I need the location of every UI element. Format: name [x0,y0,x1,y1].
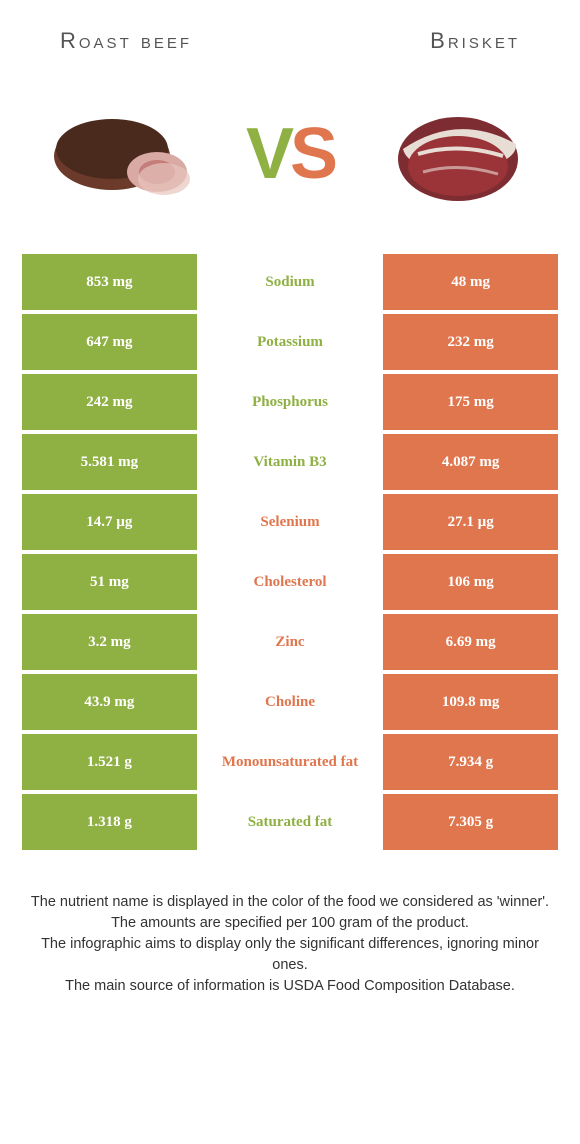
left-value: 51 mg [22,554,197,610]
table-row: 242 mgPhosphorus175 mg [22,374,558,430]
nutrient-label: Choline [203,674,378,730]
nutrient-label: Vitamin B3 [203,434,378,490]
table-row: 3.2 mgZinc6.69 mg [22,614,558,670]
right-value: 27.1 µg [383,494,558,550]
right-value: 4.087 mg [383,434,558,490]
title-right: Brisket [430,28,520,54]
right-value: 106 mg [383,554,558,610]
left-value: 853 mg [22,254,197,310]
footer-line: The infographic aims to display only the… [30,934,550,976]
brisket-image [378,94,538,214]
nutrient-label: Monounsaturated fat [203,734,378,790]
left-value: 1.318 g [22,794,197,850]
table-row: 1.521 gMonounsaturated fat7.934 g [22,734,558,790]
vs-s: S [290,113,334,195]
right-value: 7.305 g [383,794,558,850]
left-value: 43.9 mg [22,674,197,730]
roast-beef-image [42,94,202,214]
nutrient-label: Saturated fat [203,794,378,850]
table-row: 853 mgSodium48 mg [22,254,558,310]
title-left: Roast beef [60,28,192,54]
nutrient-label: Potassium [203,314,378,370]
table-row: 14.7 µgSelenium27.1 µg [22,494,558,550]
nutrient-label: Selenium [203,494,378,550]
left-value: 5.581 mg [22,434,197,490]
header: Roast beef Brisket [0,0,580,64]
nutrient-label: Sodium [203,254,378,310]
right-value: 109.8 mg [383,674,558,730]
footer-line: The main source of information is USDA F… [30,976,550,997]
nutrient-label: Cholesterol [203,554,378,610]
footer-line: The amounts are specified per 100 gram o… [30,913,550,934]
table-row: 647 mgPotassium232 mg [22,314,558,370]
table-row: 5.581 mgVitamin B34.087 mg [22,434,558,490]
comparison-table: 853 mgSodium48 mg647 mgPotassium232 mg24… [22,254,558,854]
left-value: 647 mg [22,314,197,370]
footer-notes: The nutrient name is displayed in the co… [0,854,580,997]
nutrient-label: Zinc [203,614,378,670]
left-value: 14.7 µg [22,494,197,550]
footer-line: The nutrient name is displayed in the co… [30,892,550,913]
left-value: 242 mg [22,374,197,430]
table-row: 51 mgCholesterol106 mg [22,554,558,610]
left-value: 1.521 g [22,734,197,790]
vs-v: V [246,113,290,195]
vs-row: V S [0,64,580,254]
left-value: 3.2 mg [22,614,197,670]
right-value: 232 mg [383,314,558,370]
table-row: 1.318 gSaturated fat7.305 g [22,794,558,850]
right-value: 6.69 mg [383,614,558,670]
vs-label: V S [246,113,334,195]
right-value: 48 mg [383,254,558,310]
right-value: 175 mg [383,374,558,430]
table-row: 43.9 mgCholine109.8 mg [22,674,558,730]
nutrient-label: Phosphorus [203,374,378,430]
right-value: 7.934 g [383,734,558,790]
